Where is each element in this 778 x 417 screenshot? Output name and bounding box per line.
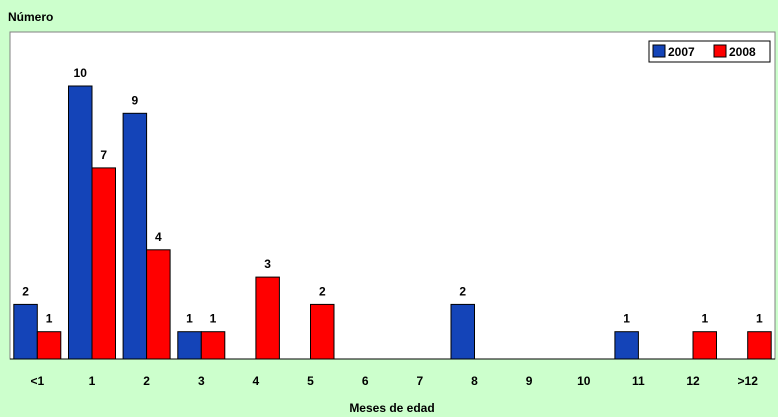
- x-tick-label: 8: [471, 374, 478, 388]
- legend-swatch-2008: [713, 44, 727, 58]
- bar-2008->12: [747, 331, 772, 360]
- bars: [13, 85, 772, 360]
- bar-2008-5: [310, 303, 335, 360]
- data-label-2008-4: 3: [264, 257, 271, 271]
- x-tick-label: >12: [738, 374, 759, 388]
- data-label-2008-3: 1: [210, 312, 217, 326]
- data-label-2007-8: 2: [459, 284, 466, 298]
- x-tick-label: 7: [416, 374, 423, 388]
- legend-swatch-2007: [652, 44, 666, 58]
- x-tick-label: 6: [362, 374, 369, 388]
- x-tick-label: 11: [632, 374, 645, 388]
- data-label-2008-5: 2: [319, 284, 326, 298]
- bar-2007-1: [68, 85, 93, 360]
- x-tick-label: 3: [198, 374, 205, 388]
- bar-2007-2: [122, 112, 148, 360]
- x-tick-label: 10: [577, 374, 591, 388]
- y-axis-label: Número: [8, 10, 53, 24]
- data-label-2007-3: 1: [186, 312, 193, 326]
- x-tick-label: 9: [526, 374, 533, 388]
- x-tick-label: 1: [89, 374, 96, 388]
- data-label-2008-2: 4: [155, 230, 162, 244]
- data-label-2008-1: 7: [100, 148, 107, 162]
- bar-2008-<1: [36, 331, 62, 360]
- data-label-2008->12: 1: [756, 312, 763, 326]
- x-tick-label: 12: [686, 374, 700, 388]
- x-tick-label: 5: [307, 374, 314, 388]
- bar-2007-8: [450, 303, 475, 360]
- bar-2008-4: [255, 276, 280, 360]
- data-label-2008-12: 1: [701, 312, 708, 326]
- x-axis-label: Meses de edad: [349, 401, 434, 415]
- bar-2008-1: [91, 167, 116, 360]
- x-tick-label: <1: [30, 374, 44, 388]
- x-tick-labels: <1 1 2 3 4 5 6 7 8 9 10 11 12 >12: [30, 374, 758, 388]
- bar-2008-12: [692, 331, 717, 360]
- x-tick-label: 2: [143, 374, 150, 388]
- data-label-2007-2: 9: [132, 93, 139, 107]
- data-label-2007-11: 1: [623, 312, 630, 326]
- data-label-2007-1: 10: [74, 66, 88, 80]
- legend-label-2008: 2008: [729, 45, 756, 59]
- data-labels: 2 1 10 7 9 4 1 1 3 2 2 1 1 1: [22, 66, 763, 326]
- bar-2008-3: [200, 331, 226, 360]
- legend-label-2007: 2007: [668, 45, 695, 59]
- bar-2007-11: [614, 331, 639, 360]
- legend: 2007 2008: [648, 40, 771, 63]
- bar-2007-<1: [13, 303, 38, 360]
- data-label-2008-<1: 1: [46, 312, 53, 326]
- bar-2008-2: [146, 249, 171, 360]
- data-label-2007-<1: 2: [22, 284, 29, 298]
- x-tick-label: 4: [253, 374, 260, 388]
- bar-2007-3: [177, 331, 202, 360]
- legend-box: [648, 40, 771, 63]
